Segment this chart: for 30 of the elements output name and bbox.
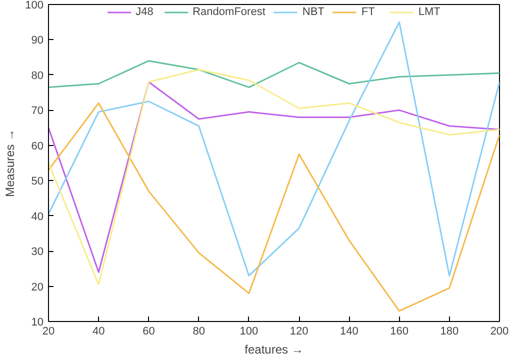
legend-label: NBT: [302, 6, 324, 18]
x-tick-label: 40: [92, 326, 105, 338]
y-tick-label: 50: [31, 176, 44, 188]
line-series: [48, 102, 500, 312]
y-tick-label: 20: [31, 281, 44, 294]
x-tick-label: 80: [192, 326, 205, 338]
y-tick-label: 40: [31, 210, 44, 223]
y-tick-label: 70: [31, 105, 44, 118]
x-tick-label: 200: [490, 326, 509, 338]
x-axis-title: features →: [244, 342, 304, 356]
x-tick-label: 20: [42, 326, 55, 338]
y-tick-label: 90: [31, 34, 44, 47]
x-tick-label: 60: [142, 326, 155, 338]
legend-label: LMT: [418, 6, 440, 18]
legend-label: J48: [136, 6, 154, 18]
legend-label: RandomForest: [192, 6, 266, 18]
x-tick-label: 160: [390, 326, 408, 338]
x-tick-label: 120: [290, 326, 308, 338]
x-tick-label: 140: [340, 326, 358, 338]
y-tick-label: 80: [31, 70, 44, 82]
legend-label: FT: [361, 6, 376, 18]
x-tick-label: 100: [240, 326, 258, 338]
y-axis-title: Measures →: [3, 128, 18, 198]
y-tick-label: 100: [25, 0, 44, 12]
y-tick-label: 10: [31, 316, 44, 328]
y-tick-label: 30: [31, 246, 44, 258]
y-tick-label: 60: [31, 140, 44, 152]
x-tick-label: 180: [440, 326, 459, 338]
line-series: [48, 21, 500, 276]
line-series: [48, 60, 500, 88]
